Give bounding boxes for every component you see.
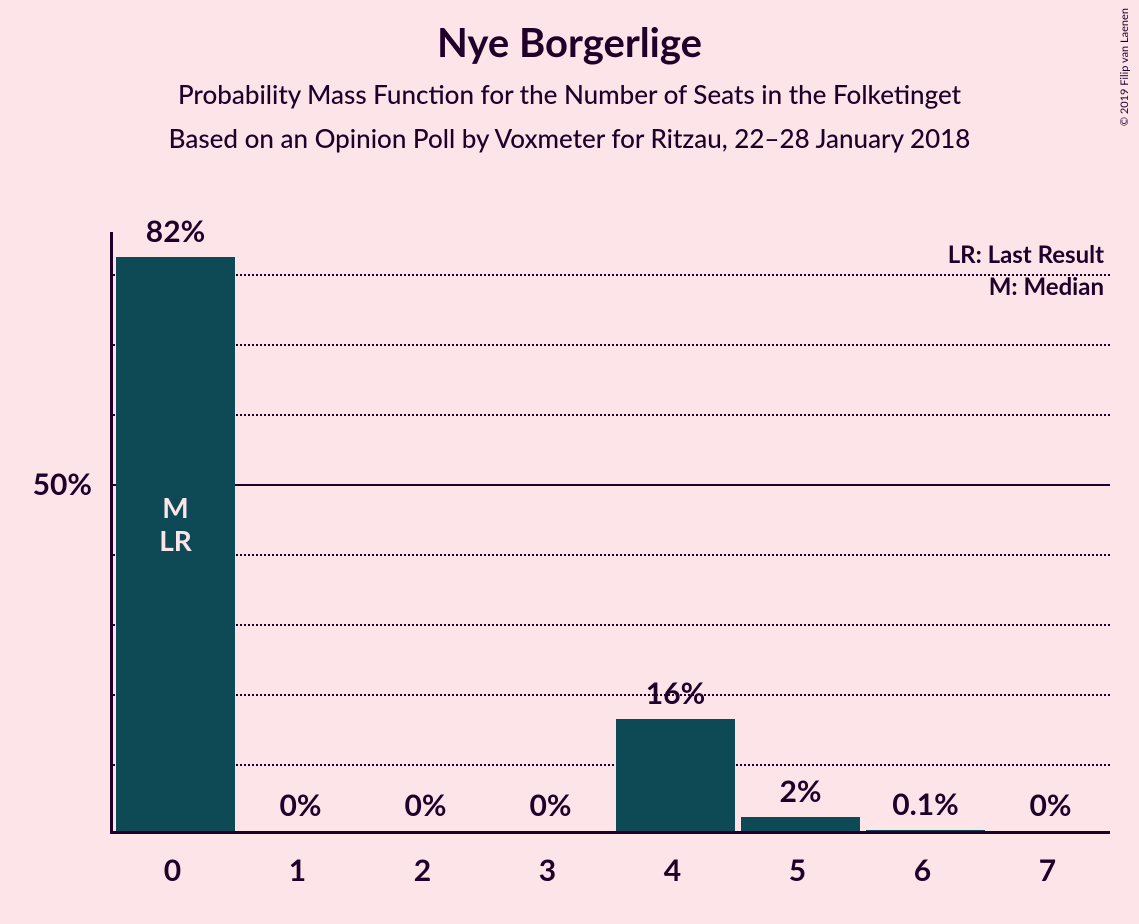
plot-region: LR: Last Result M: Median 82%MLR0%0%0%16… bbox=[110, 232, 1110, 834]
bar-value-label: 0% bbox=[280, 787, 322, 823]
bar bbox=[616, 719, 735, 831]
bar-slot: 82%MLR bbox=[113, 232, 238, 831]
bar-inner-label-line: LR bbox=[159, 524, 192, 558]
x-tick-label: 0 bbox=[164, 852, 181, 888]
x-axis-ticks: 0 1 2 3 4 5 6 7 bbox=[110, 852, 1110, 902]
bar-slot: 2% bbox=[738, 232, 863, 831]
bar-slot: 0% bbox=[363, 232, 488, 831]
bar-slot: 0.1% bbox=[863, 232, 988, 831]
bar-value-label: 0.1% bbox=[892, 786, 959, 822]
bar bbox=[866, 830, 985, 831]
bar-inner-label-line: M bbox=[159, 491, 192, 525]
x-tick-label: 1 bbox=[289, 852, 306, 888]
chart-area: 50% LR: Last Result M: Median 82%MLR0%0%… bbox=[0, 0, 1139, 924]
y-axis-tick-label: 50% bbox=[0, 466, 92, 502]
x-tick-label: 2 bbox=[414, 852, 431, 888]
bars-container: 82%MLR 0% 0% 0% 16% 2% 0.1% 0% bbox=[113, 232, 1110, 831]
x-tick-label: 5 bbox=[789, 852, 806, 888]
x-tick-label: 4 bbox=[664, 852, 681, 888]
x-tick-label: 6 bbox=[914, 852, 931, 888]
bar-value-label: 82% bbox=[146, 213, 205, 249]
bar-value-label: 16% bbox=[646, 675, 705, 711]
x-tick-label: 3 bbox=[539, 852, 556, 888]
bar-slot: 16% bbox=[613, 232, 738, 831]
bar-inner-label: MLR bbox=[159, 491, 192, 558]
x-tick-label: 7 bbox=[1039, 852, 1056, 888]
bar-slot: 0% bbox=[238, 232, 363, 831]
bar-slot: 0% bbox=[988, 232, 1113, 831]
bar-value-label: 2% bbox=[780, 773, 822, 809]
bar-slot: 0% bbox=[488, 232, 613, 831]
bar-value-label: 0% bbox=[405, 787, 447, 823]
bar-value-label: 0% bbox=[530, 787, 572, 823]
bar bbox=[741, 817, 860, 831]
bar-value-label: 0% bbox=[1030, 787, 1072, 823]
